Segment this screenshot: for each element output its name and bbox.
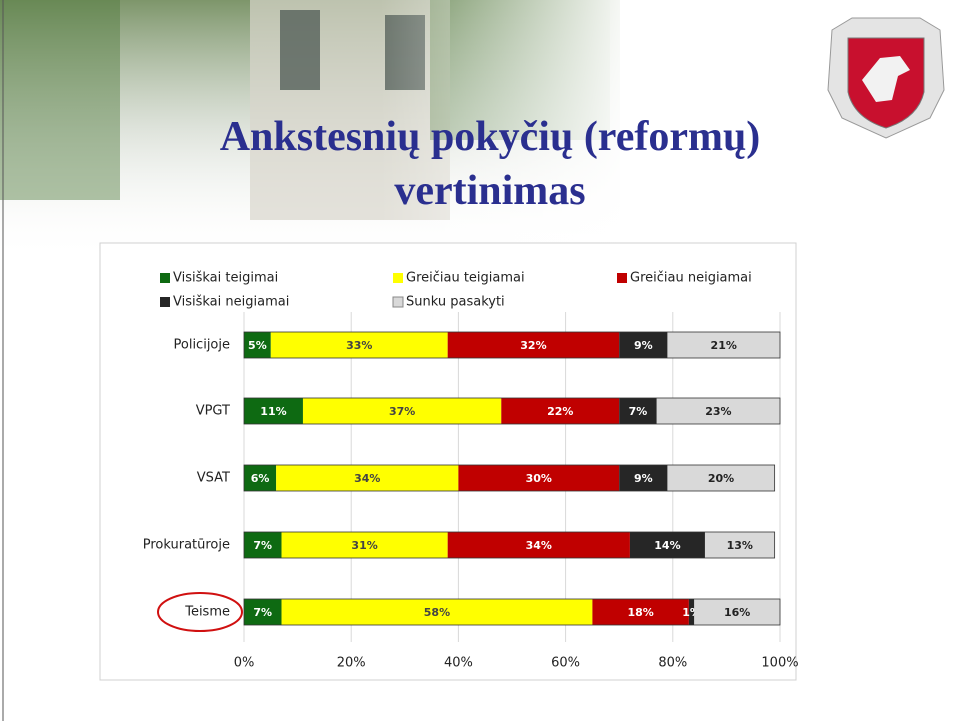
data-label: 7% xyxy=(629,405,648,418)
bar-segment xyxy=(501,398,620,424)
bar-outline xyxy=(243,531,776,559)
bar-outline xyxy=(243,397,781,425)
bar-segment xyxy=(667,465,775,491)
bar-segment xyxy=(244,599,282,625)
legend-label: Visiškai neigiamai xyxy=(173,295,289,310)
y-tick-label: Policijoje xyxy=(174,338,231,353)
coat-of-arms xyxy=(827,17,945,139)
data-label: 13% xyxy=(727,539,753,552)
bar-segment xyxy=(244,465,277,491)
bar-segment xyxy=(447,532,630,558)
bar-segment xyxy=(302,398,502,424)
data-label: 9% xyxy=(634,472,653,485)
bar-segment xyxy=(704,532,775,558)
x-tick-label: 80% xyxy=(658,656,687,671)
data-label: 7% xyxy=(253,606,272,619)
legend-label: Greičiau neigiamai xyxy=(630,271,752,286)
legend-swatch xyxy=(392,296,404,308)
data-label: 34% xyxy=(526,539,552,552)
data-label: 58% xyxy=(424,606,450,619)
data-label: 7% xyxy=(253,539,272,552)
x-tick-label: 60% xyxy=(551,656,580,671)
x-tick-label: 40% xyxy=(444,656,473,671)
bar-segment xyxy=(694,599,780,625)
legend-swatch xyxy=(617,273,627,283)
bar-segment xyxy=(688,599,695,625)
bar-segment xyxy=(619,398,657,424)
y-tick-label: VPGT xyxy=(196,404,230,419)
y-tick-label: Teisme xyxy=(184,605,230,620)
bar-segment xyxy=(281,532,448,558)
x-tick-label: 100% xyxy=(761,656,798,671)
data-label: 20% xyxy=(708,472,734,485)
data-label: 34% xyxy=(354,472,380,485)
data-label: 22% xyxy=(547,405,573,418)
y-tick-label: Prokuratūroje xyxy=(143,538,230,553)
bar-segment xyxy=(592,599,689,625)
slide-title: Ankstesnių pokyčių (reformų) vertinimas xyxy=(219,114,761,214)
legend-swatch xyxy=(160,273,170,283)
data-label: 16% xyxy=(724,606,750,619)
data-label: 33% xyxy=(346,339,372,352)
bar-segment xyxy=(619,332,668,358)
legend-swatch xyxy=(393,273,403,283)
x-tick-label: 20% xyxy=(337,656,366,671)
data-label: 23% xyxy=(705,405,731,418)
data-label: 9% xyxy=(634,339,653,352)
bar-segment xyxy=(244,332,271,358)
bar-outline xyxy=(243,331,781,359)
data-label: 11% xyxy=(260,405,286,418)
bar-segment xyxy=(276,465,459,491)
bar-segment xyxy=(629,532,705,558)
data-label: 14% xyxy=(654,539,680,552)
highlight-ellipse xyxy=(157,592,243,632)
bar-segment xyxy=(244,532,282,558)
data-label: 31% xyxy=(351,539,377,552)
bar-segment xyxy=(281,599,593,625)
legend-label: Greičiau teigiamai xyxy=(406,271,525,286)
data-label: 6% xyxy=(251,472,270,485)
legend-label: Sunku pasakyti xyxy=(406,295,505,310)
bar-segment xyxy=(270,332,448,358)
bar-segment xyxy=(667,332,780,358)
bar-segment xyxy=(244,398,303,424)
bar-segment xyxy=(656,398,780,424)
bar-outline xyxy=(243,598,781,626)
legend-swatch xyxy=(160,297,170,307)
x-tick-label: 0% xyxy=(234,656,255,671)
data-label: 5% xyxy=(248,339,267,352)
legend-label: Visiškai teigimai xyxy=(173,271,278,286)
data-label: 30% xyxy=(526,472,552,485)
bar-outline xyxy=(243,464,776,492)
data-label: 32% xyxy=(520,339,546,352)
bar-segment xyxy=(458,465,620,491)
bar-segment xyxy=(447,332,620,358)
y-tick-label: VSAT xyxy=(197,471,230,486)
data-label: 18% xyxy=(627,606,653,619)
data-label: 37% xyxy=(389,405,415,418)
bar-segment xyxy=(619,465,668,491)
data-label: 21% xyxy=(711,339,737,352)
